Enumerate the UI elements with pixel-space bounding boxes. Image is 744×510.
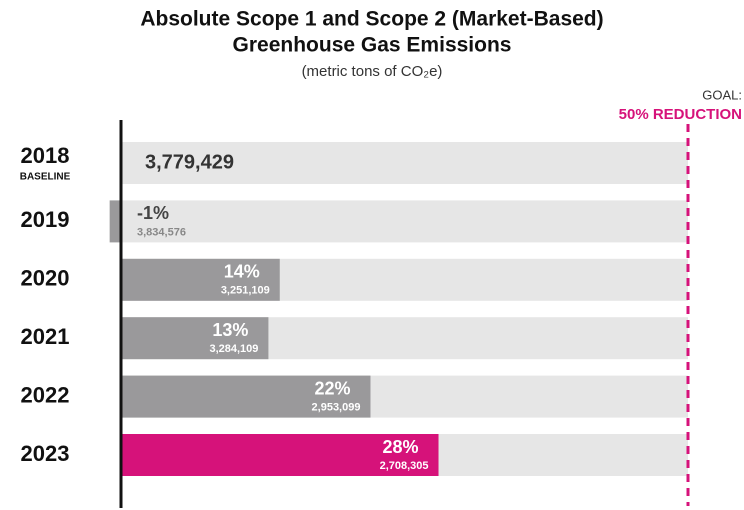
bar: [109, 200, 121, 243]
y-tick-label: 2020: [21, 266, 70, 291]
value-label: 13%: [212, 320, 248, 340]
track: [121, 142, 688, 184]
emission-label: 3,834,576: [137, 226, 186, 238]
bar: [121, 317, 269, 360]
y-tick-label: 2023: [21, 441, 70, 466]
value-label: 14%: [224, 262, 260, 282]
emission-label: 2,953,099: [312, 402, 361, 414]
category-note: BASELINE: [20, 172, 71, 183]
goal-value-label: 50% REDUCTION: [619, 106, 742, 123]
bar: [121, 258, 280, 301]
y-tick-label: 2022: [21, 382, 70, 407]
emission-label: 3,779,429: [145, 151, 234, 173]
value-label: 22%: [314, 378, 350, 398]
value-label: 28%: [382, 437, 418, 457]
chart-subtitle: (metric tons of CO₂e): [302, 63, 443, 80]
chart-title: Greenhouse Gas Emissions: [233, 34, 512, 57]
y-tick-label: 2021: [21, 324, 70, 349]
value-label: -1%: [137, 203, 169, 223]
emission-label: 3,284,109: [209, 343, 258, 355]
bar: [121, 375, 371, 418]
bar: [121, 434, 439, 476]
chart-title: Absolute Scope 1 and Scope 2 (Market-Bas…: [140, 8, 603, 31]
y-tick-label: 2019: [21, 207, 70, 232]
goal-label: GOAL:: [702, 87, 742, 102]
y-tick-label: 2018: [21, 143, 70, 168]
emission-label: 3,251,109: [221, 285, 270, 297]
track: [121, 200, 688, 243]
emission-label: 2,708,305: [380, 460, 429, 472]
